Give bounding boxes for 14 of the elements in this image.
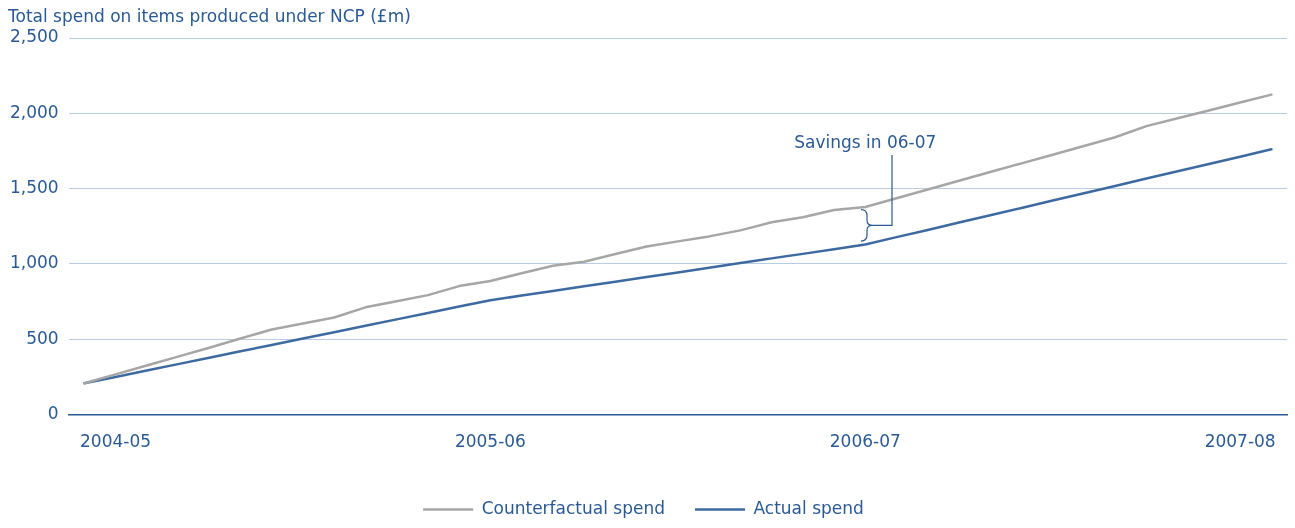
legend-label: Actual spend xyxy=(753,497,864,518)
y-tick-label: 1,500 xyxy=(10,177,59,198)
y-axis-title: Total spend on items produced under NCP (£m) xyxy=(7,6,411,27)
y-tick-label: 0 xyxy=(47,403,59,424)
y-tick-label: 500 xyxy=(26,327,59,348)
y-tick-label: 2,500 xyxy=(10,26,59,47)
y-tick-label: 1,000 xyxy=(10,252,59,273)
x-tick-label: 2007-08 xyxy=(1204,431,1276,452)
y-tick-label: 2,000 xyxy=(10,101,59,122)
x-tick-label: 2005-06 xyxy=(454,431,526,452)
annotation: Savings in 06-07 xyxy=(794,131,937,152)
legend-label: Counterfactual spend xyxy=(481,497,666,518)
x-tick-label: 2006-07 xyxy=(829,431,901,452)
x-tick-label: 2004-05 xyxy=(80,431,152,452)
